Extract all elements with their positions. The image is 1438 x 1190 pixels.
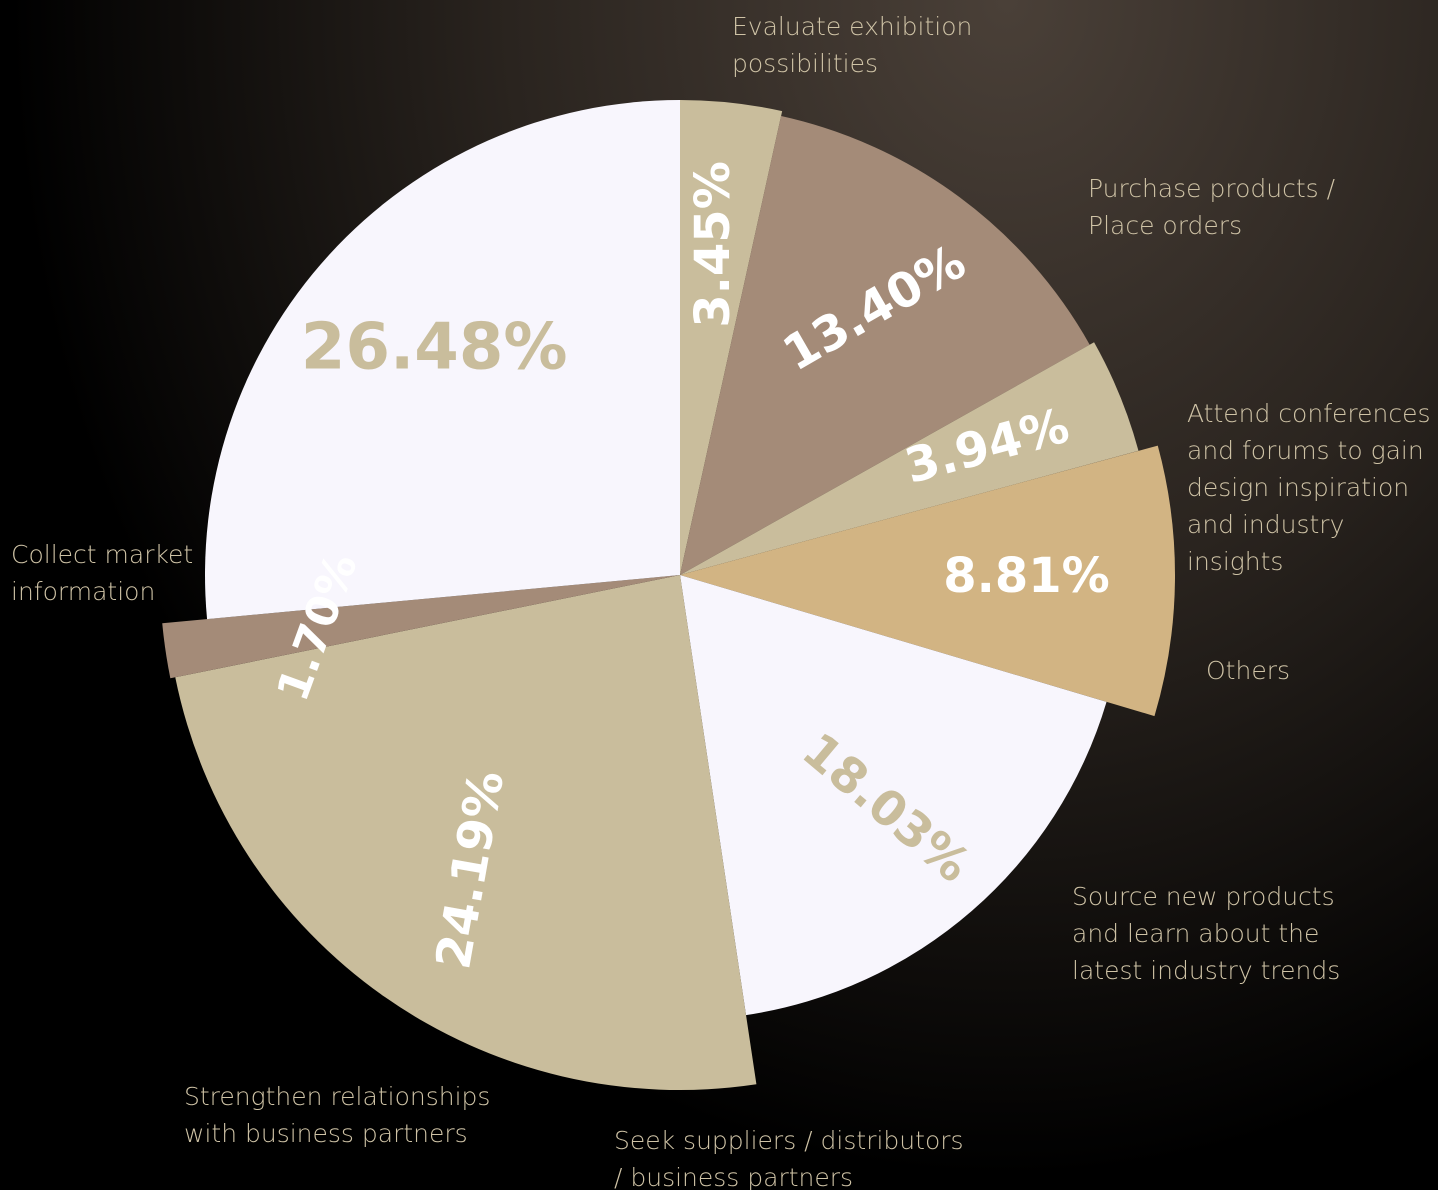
value-label: 8.81% <box>943 548 1110 604</box>
category-label: Evaluate exhibition possibilities <box>732 8 992 82</box>
chart: 3.45%13.40%3.94%8.81%18.03%24.19%1.70%26… <box>0 0 1438 1190</box>
category-label: Others <box>1206 652 1406 689</box>
category-label: Seek suppliers / distributors / business… <box>614 1122 974 1190</box>
category-label: Strengthen relationships with business p… <box>184 1078 504 1152</box>
value-label: 26.48% <box>301 311 568 385</box>
category-label: Attend conferences and forums to gain de… <box>1187 395 1438 580</box>
category-label: Source new products and learn about the … <box>1072 878 1352 989</box>
category-label: Purchase products / Place orders <box>1088 170 1348 244</box>
value-label: 3.45% <box>685 161 741 328</box>
category-label: Collect market information <box>11 536 211 610</box>
